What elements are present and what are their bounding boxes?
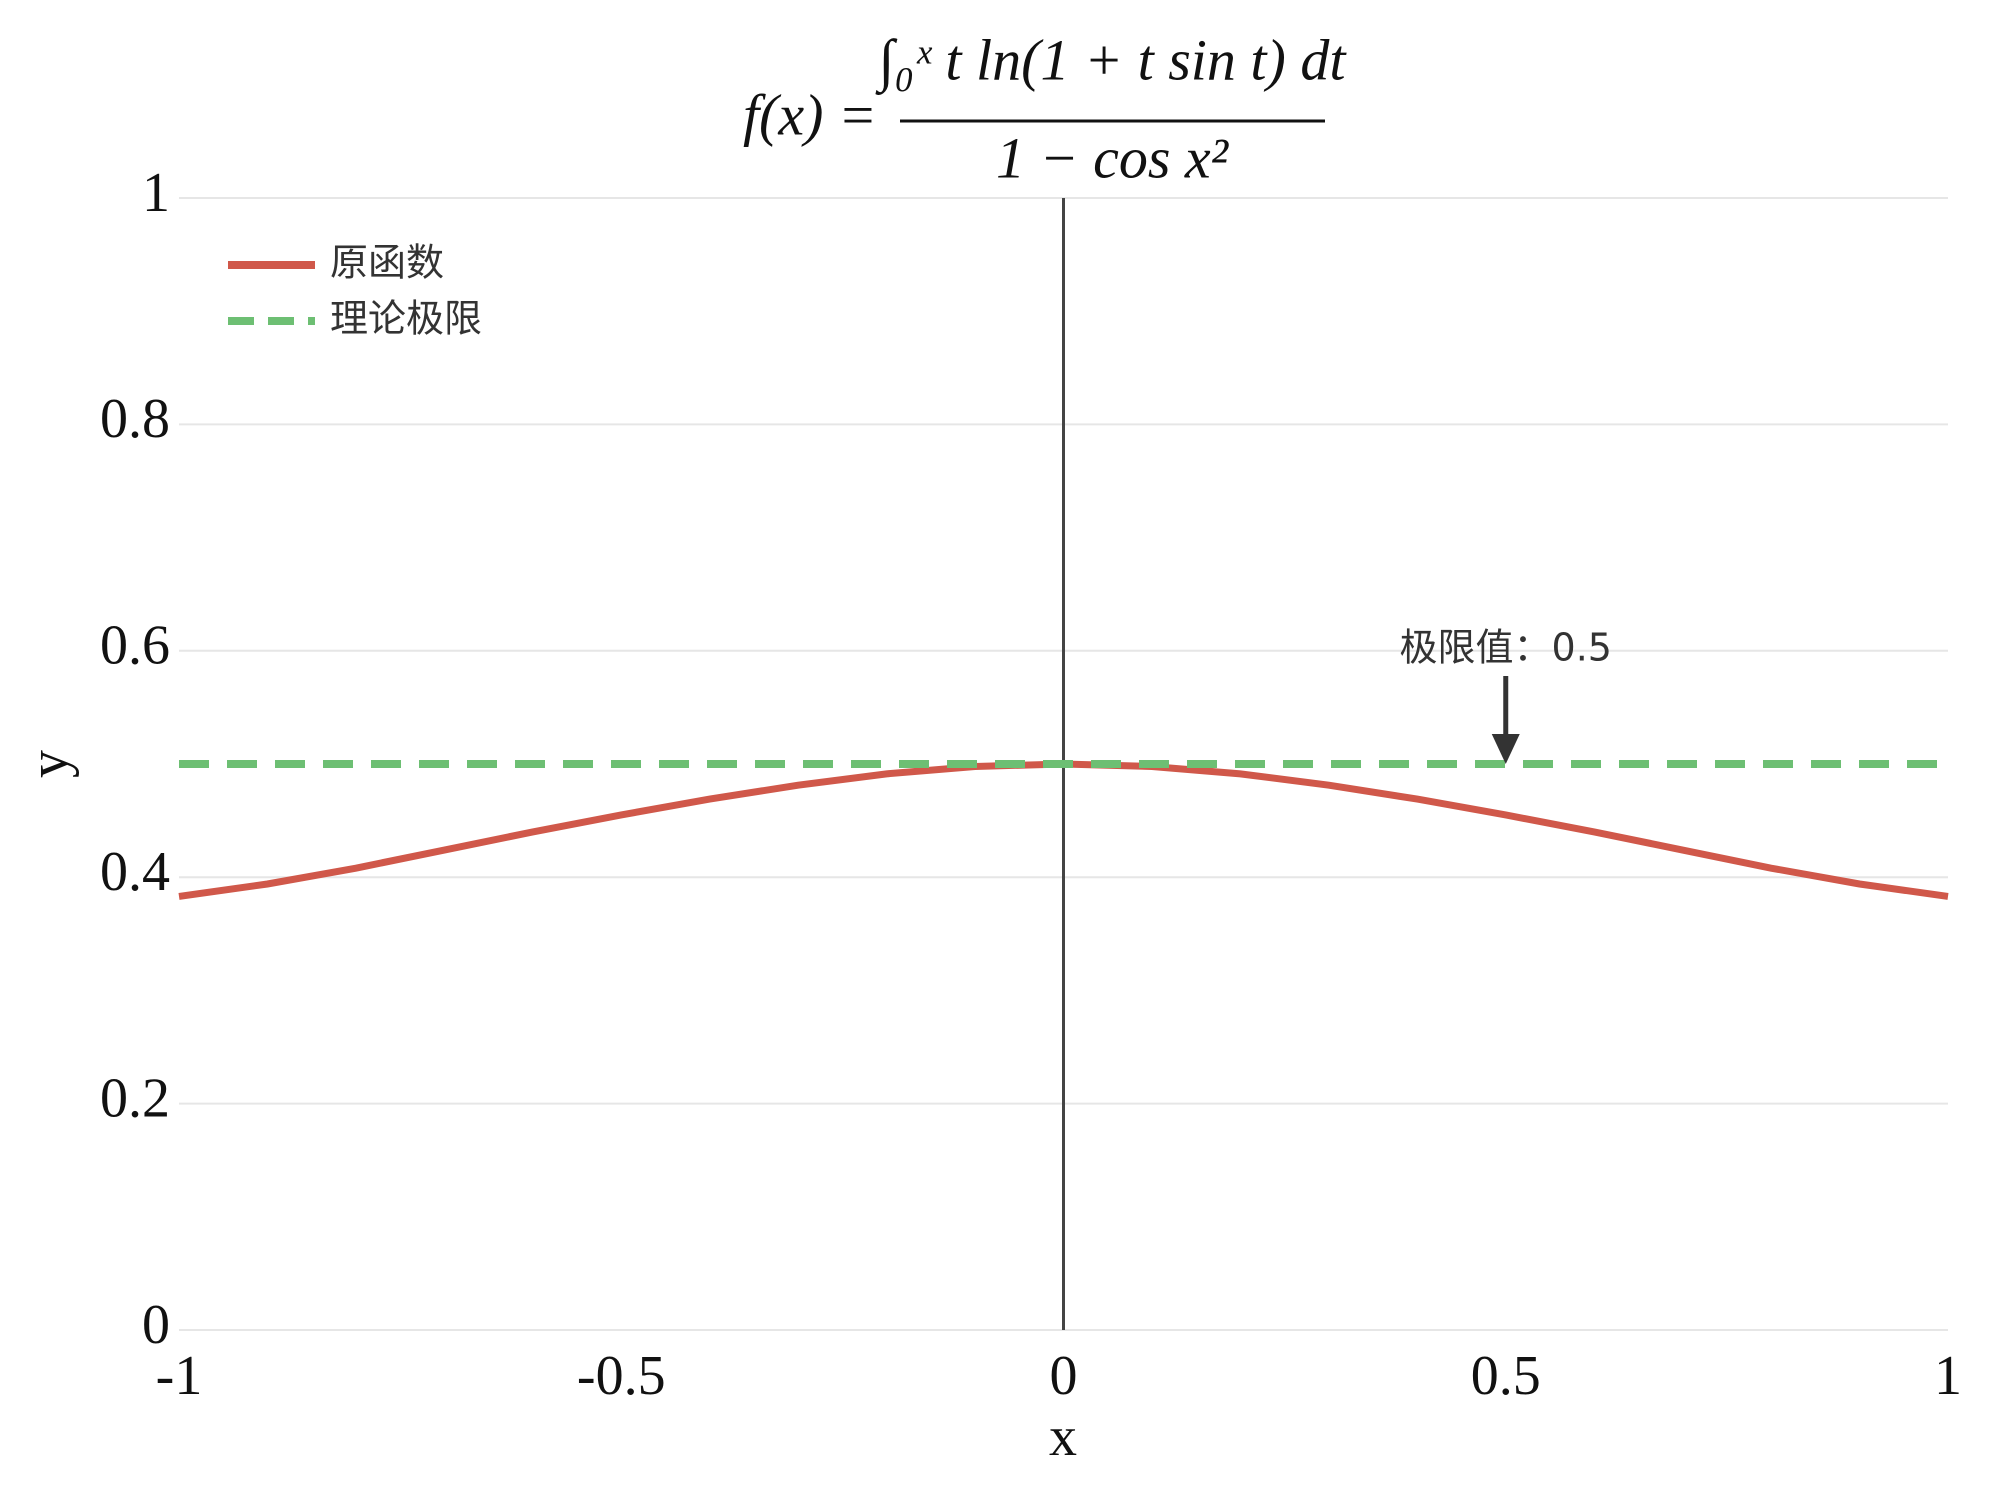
x-tick-label: 0: [1050, 1345, 1078, 1407]
x-tick-label: 0.5: [1471, 1345, 1541, 1407]
legend-label: 理论极限: [330, 297, 482, 341]
y-axis-label: y: [18, 750, 80, 778]
x-axis-label: x: [1049, 1406, 1077, 1468]
y-tick-label: 0.4: [100, 841, 170, 903]
x-tick-label: 1: [1934, 1345, 1962, 1407]
legend-label: 原函数: [330, 241, 444, 285]
title-lhs: f(x) =: [743, 82, 877, 147]
annotation-text: 极限值：0.5: [1400, 626, 1612, 670]
annotation-arrowhead: [1491, 734, 1520, 764]
y-tick-label: 0.6: [100, 615, 170, 677]
y-tick-label: 1: [142, 162, 170, 224]
x-tick-label: -0.5: [577, 1345, 666, 1407]
y-tick-label: 0.2: [100, 1067, 170, 1129]
title-numerator: ∫₀ˣ t ln(1 + t sin t) dt: [875, 27, 1348, 95]
title-denominator: 1 − cos x²: [996, 125, 1230, 190]
y-tick-label: 0: [142, 1294, 170, 1356]
x-tick-label: -1: [156, 1345, 203, 1407]
y-tick-label: 0.8: [100, 388, 170, 450]
